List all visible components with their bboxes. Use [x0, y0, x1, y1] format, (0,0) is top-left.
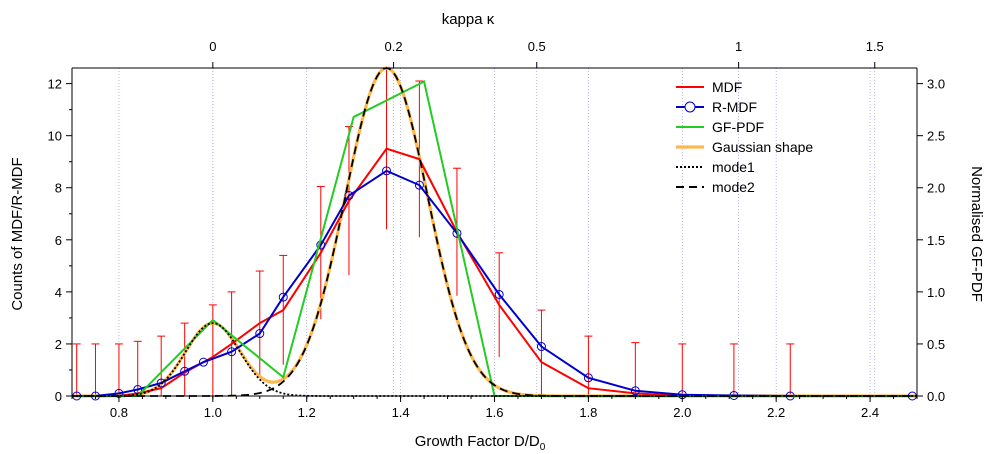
- r-mdf-point: [156, 378, 166, 388]
- y-left-tick-label: 4: [55, 285, 62, 300]
- kappa-tick-label: 0: [209, 39, 216, 54]
- y-right-tick-label: 1.0: [927, 285, 945, 300]
- legend-marker: [684, 101, 696, 113]
- y-left-tick-label: 12: [48, 77, 62, 92]
- r-mdf-point: [536, 342, 546, 352]
- y-right-tick-label: 1.5: [927, 233, 945, 248]
- x-tick-label: 1.8: [579, 405, 597, 420]
- kappa-tick-label: 1: [735, 39, 742, 54]
- x-tick-label: 1.0: [204, 405, 222, 420]
- r-mdf-point: [278, 292, 288, 302]
- r-mdf-point: [198, 357, 208, 367]
- r-mdf-point: [414, 180, 424, 190]
- r-mdf-point: [344, 191, 354, 201]
- y-right-tick-label: 0.0: [927, 389, 945, 404]
- x-tick-label: 2.0: [673, 405, 691, 420]
- x-tick-label: 1.2: [298, 405, 316, 420]
- x-axis-title: Growth Factor D/D0: [415, 433, 546, 453]
- x-tick-label: 1.6: [485, 405, 503, 420]
- legend-label: mode1: [712, 159, 755, 175]
- y-right-tick-label: 0.5: [927, 337, 945, 352]
- r-mdf-point: [630, 386, 640, 396]
- y-left-tick-label: 2: [55, 337, 62, 352]
- y-left-tick-label: 6: [55, 233, 62, 248]
- r-mdf-point: [382, 166, 392, 176]
- legend: MDF R-MDF GF-PDF Gaussian shape mode1 mode2: [676, 79, 813, 195]
- legend-label: R-MDF: [712, 99, 757, 115]
- gridlines: [118, 68, 876, 396]
- kappa-tick-label: 0.2: [385, 39, 403, 54]
- y-axis-left-title: Counts of MDF/R-MDF: [9, 157, 26, 310]
- r-mdf-point: [583, 373, 593, 383]
- legend-label: mode2: [712, 179, 755, 195]
- x-tick-label: 1.4: [392, 405, 410, 420]
- error-bars: [72, 67, 795, 396]
- legend-label: Gaussian shape: [712, 139, 813, 155]
- legend-label: MDF: [712, 79, 742, 95]
- y-left-tick-label: 0: [55, 389, 62, 404]
- series-r-mdf-line: [76, 169, 913, 397]
- y-right-tick-label: 2.5: [927, 129, 945, 144]
- y-left-tick-label: 10: [48, 129, 62, 144]
- legend-label: GF-PDF: [712, 119, 764, 135]
- kappa-tick-label: 0.5: [528, 39, 546, 54]
- kappa-tick-label: 1.5: [866, 39, 884, 54]
- x-tick-label: 2.2: [767, 405, 785, 420]
- r-mdf-point: [180, 366, 190, 376]
- series-mdf-line: [76, 147, 913, 397]
- r-mdf-point: [255, 329, 265, 339]
- x-tick-label: 0.8: [110, 405, 128, 420]
- r-mdf-point: [227, 347, 237, 357]
- y-axis-right-title: Normalised GF-PDF: [968, 166, 985, 302]
- y-right-tick-label: 3.0: [927, 77, 945, 92]
- top-axis-title: kappa κ: [442, 11, 495, 28]
- y-left-tick-label: 8: [55, 181, 62, 196]
- x-tick-label: 2.4: [861, 405, 879, 420]
- axes: 0.8 1.0 1.2 1.4 1.6 1.8 2.0 2.2 2.4 0 0.2 0.5 1 1.5 0 2…: [48, 39, 946, 420]
- r-mdf-point: [494, 289, 504, 299]
- y-right-tick-label: 2.0: [927, 181, 945, 196]
